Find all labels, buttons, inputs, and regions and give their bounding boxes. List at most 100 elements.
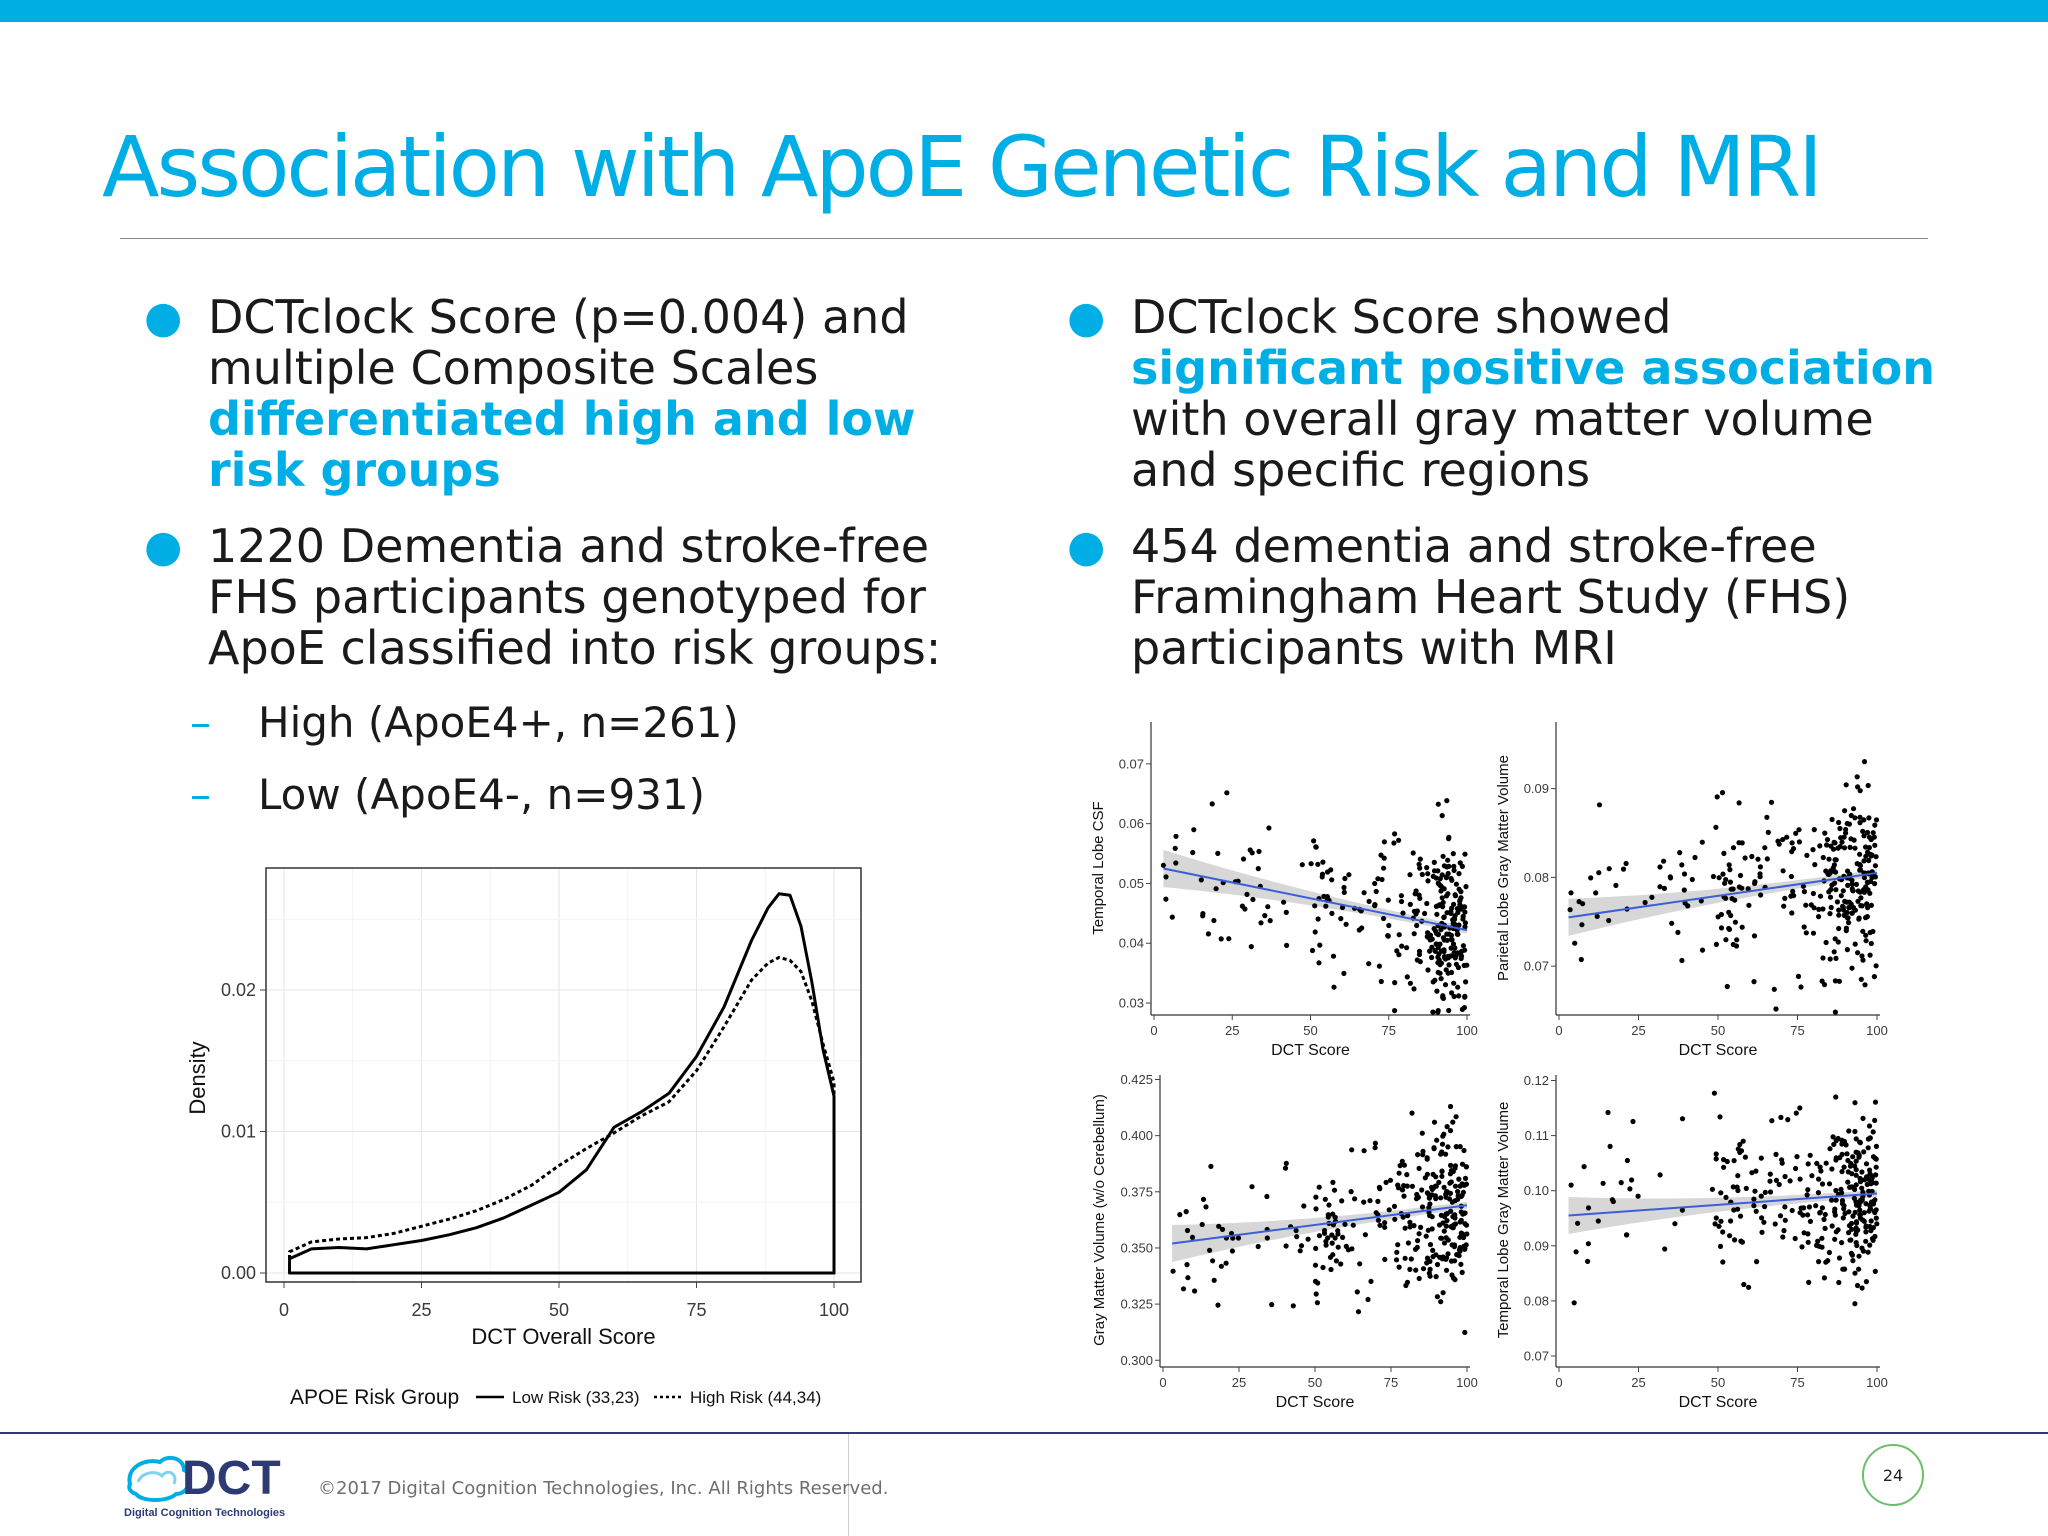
scatter-point [1661,858,1667,864]
scatter-point [1833,1229,1839,1235]
scatter-point [1642,899,1648,906]
scatter-point [1849,910,1855,916]
scatter-point [1461,1005,1467,1011]
scatter-point [1855,888,1861,894]
scatter-point [1841,1203,1847,1209]
scatter-point [1453,961,1459,967]
left-column: ● DCTclock Score (p=0.004) and multiple … [140,292,1020,843]
scatter-point [1594,913,1600,920]
scatter-point [1207,1247,1213,1253]
scatter-point [1407,1219,1413,1225]
scatter-point [1425,871,1431,877]
legend-label-high-risk: High Risk (44,34) [690,1388,821,1407]
scatter-trend-line [1568,871,1878,919]
scatter-point [1839,1198,1846,1204]
scatter-y-tick-label: 0.08 [1524,870,1549,885]
left-subbullet-low-text: Low (ApoE4-, n=931) [258,770,706,819]
scatter-x-tick-label: 50 [1308,1375,1322,1390]
scatter-point [1815,1238,1821,1244]
scatter-point [1804,852,1810,859]
scatter-panel-2: 0 25 50 75 100 0.07 0.08 0.09 DCT Score Parietal … [1495,722,1888,1059]
scatter-point [1209,801,1215,807]
scatter-point [1407,1266,1413,1272]
scatter-point [1429,1192,1435,1198]
scatter-point [1780,1234,1786,1240]
scatter-point [1357,1261,1363,1267]
scatter-point [1816,1259,1822,1265]
scatter-point [1394,948,1400,954]
scatter-point [1807,1218,1813,1224]
scatter-point [1415,1194,1421,1200]
scatter-point [1416,1275,1422,1282]
scatter-point [1858,895,1864,901]
scatter-point [1677,850,1683,856]
scatter-point [1863,1161,1870,1167]
scatter-point [1575,1220,1581,1226]
scatter-point [1717,1114,1723,1120]
scatter-point [1445,1144,1451,1150]
scatter-point [1311,838,1317,844]
scatter-x-tick-label: 75 [1790,1023,1804,1038]
scatter-y-tick-label: 0.09 [1524,1238,1549,1253]
scatter-point [1777,1213,1784,1219]
scatter-point [1827,894,1834,900]
scatter-point [1247,847,1253,853]
scatter-point [1455,1188,1461,1195]
scatter-point [1726,926,1733,933]
scatter-point [1842,898,1848,905]
scatter-point [1865,782,1871,789]
scatter-point [1411,986,1417,992]
scatter-point [1872,1268,1878,1274]
scatter-point [1868,852,1874,858]
scatter-point [1439,1141,1446,1147]
scatter-point [1375,1217,1381,1223]
scatter-point [1752,1188,1758,1194]
scatter-point [1853,1172,1859,1178]
scatter-point [1434,988,1440,994]
scatter-y-tick-label: 0.05 [1119,876,1144,891]
scatter-point [1728,886,1734,892]
scatter-point [1833,1157,1839,1163]
scatter-point [1441,1228,1447,1234]
scatter-point [1435,880,1441,886]
legend-label-low-risk: Low Risk (33,23) [512,1388,640,1407]
scatter-point [1373,888,1379,895]
scatter-point [1735,1173,1741,1179]
scatter-point [1460,943,1466,949]
scatter-point [1762,1189,1768,1195]
scatter-point [1731,1158,1737,1164]
scatter-point [1368,1278,1374,1284]
scatter-point [1395,1182,1401,1188]
scatter-point [1451,1244,1457,1250]
scatter-point [1840,903,1846,910]
scatter-point [1874,1221,1880,1227]
scatter-point [1240,856,1247,862]
scatter-point [1669,920,1675,926]
scatter-point [1199,1221,1205,1228]
scatter-point [1453,881,1459,887]
logo-wordmark: DCT [182,1452,281,1505]
scatter-point [1440,935,1446,941]
scatter-point [1218,1263,1224,1269]
scatter-point [1613,882,1619,889]
scatter-point [1850,1213,1856,1219]
scatter-point [1860,1217,1866,1223]
scatter-point [1710,873,1716,880]
scatter-point [1861,1149,1867,1155]
scatter-point [1264,1193,1270,1200]
scatter-point [1685,903,1691,909]
scatter-point [1721,850,1727,857]
scatter-point [1852,1209,1858,1215]
scatter-point [1443,1211,1449,1217]
scatter-point [1283,909,1289,916]
scatter-point [1618,1180,1624,1186]
scatter-point [1585,1205,1592,1211]
scatter-point [1448,945,1454,951]
scatter-point [1856,1266,1862,1272]
scatter-point [1396,1264,1402,1270]
left-bullet-1-highlight: differentiated high and low risk groups [208,392,916,497]
scatter-point [1319,874,1325,880]
scatter-point [1441,863,1447,869]
scatter-point [1865,905,1871,911]
scatter-point [1737,872,1744,879]
